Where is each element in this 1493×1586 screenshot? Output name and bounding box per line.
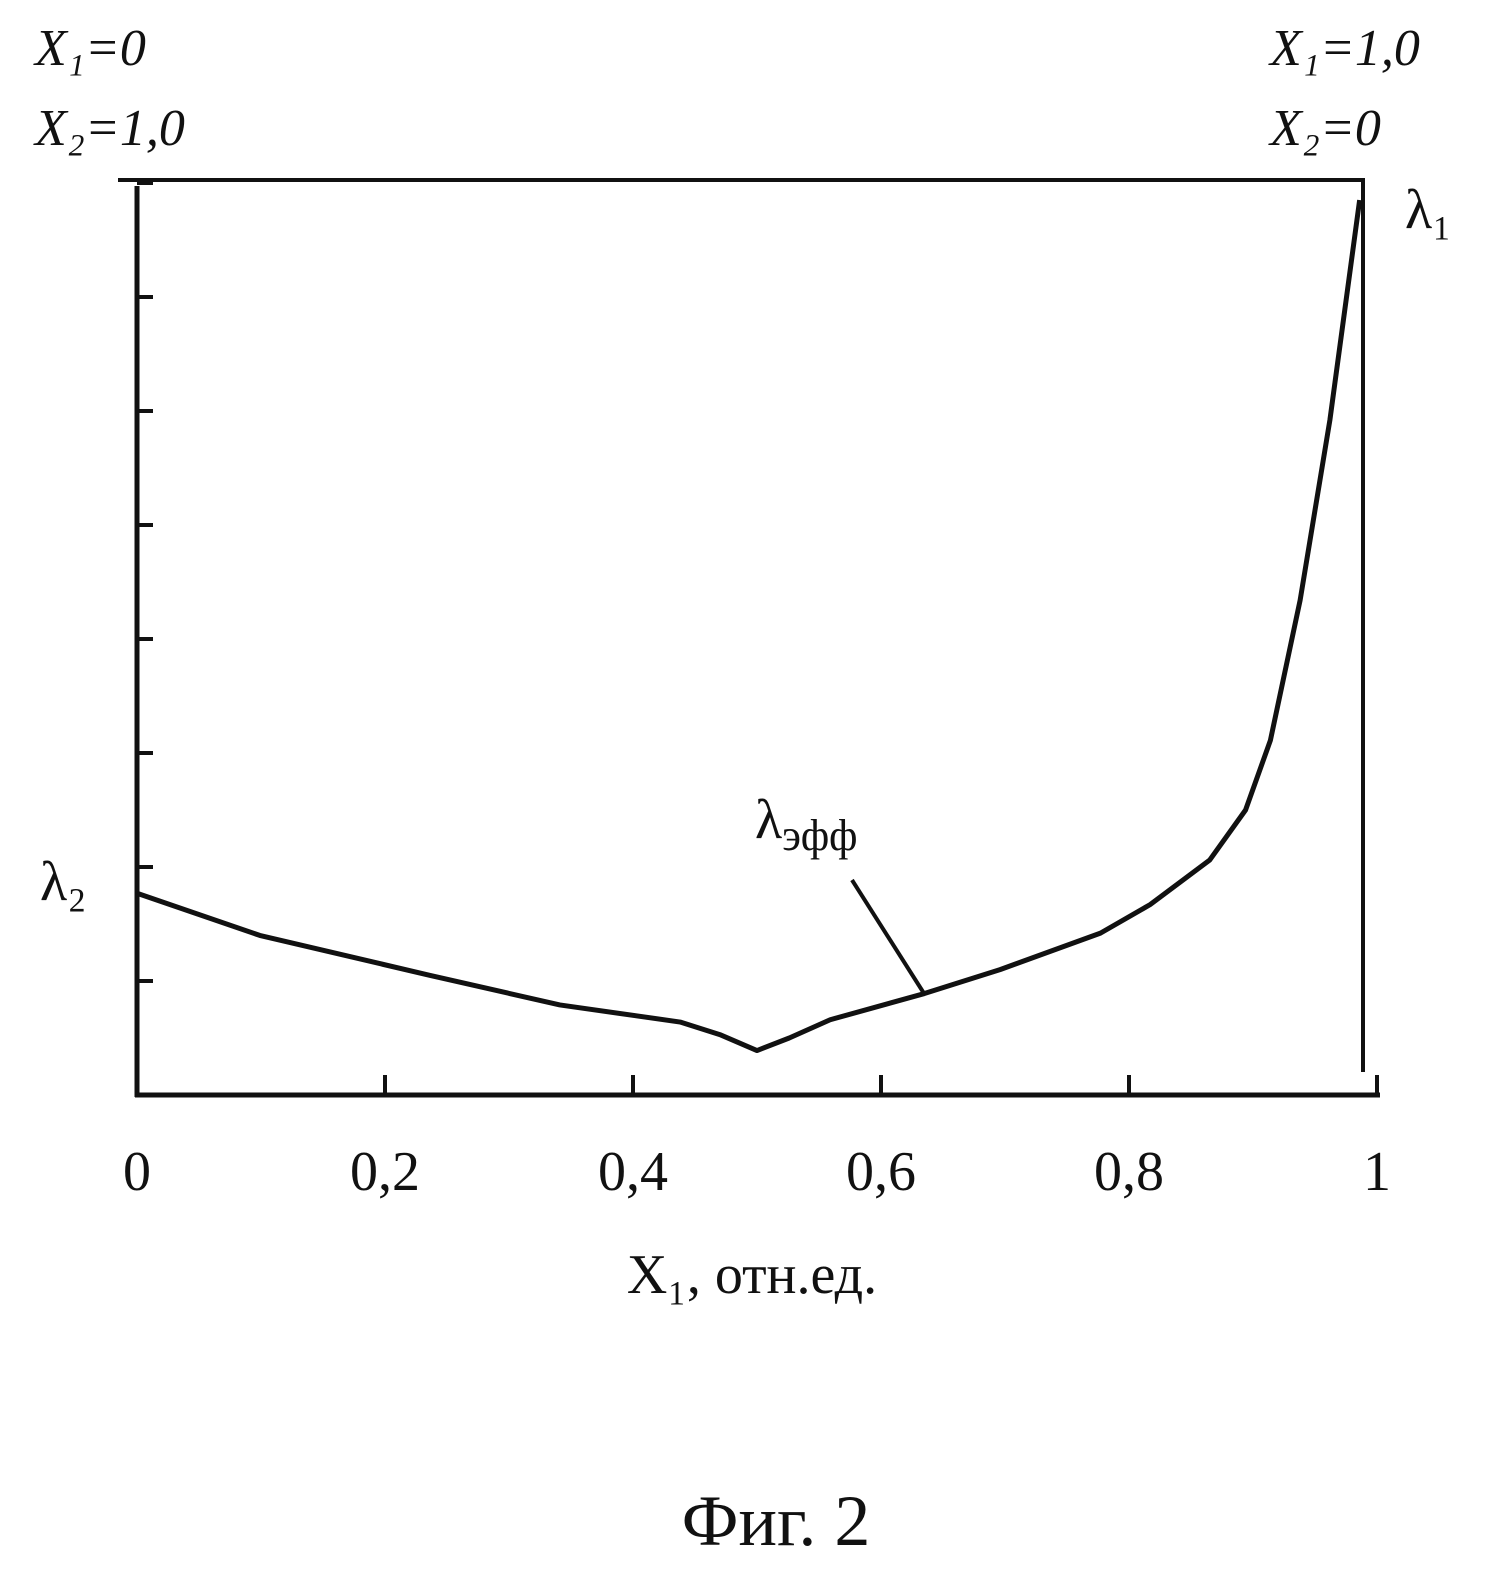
x-tick-label: 0,8 [1094,1141,1164,1203]
start-label: λ₂ [40,851,87,913]
caption: Фиг. 2 [682,1481,871,1561]
corner-label: X₁=1,0 [1268,20,1420,77]
x-tick-label: 0,6 [846,1141,916,1203]
end-label: λ₁ [1405,179,1452,241]
annotation: λэфф [755,789,858,860]
corner-label: X₁=0 [33,20,146,77]
annotation-leader [850,878,927,997]
x-tick-label: 0 [123,1141,151,1203]
x-tick-label: 1 [1363,1141,1391,1203]
x-axis-label: X₁, отн.ед. [627,1244,877,1306]
corner-label: X₂=1,0 [33,100,185,157]
corner-label: X₂=0 [1268,100,1381,157]
x-tick-label: 0,2 [350,1141,420,1203]
data-line [136,199,1363,1054]
annotation-subscript: эфф [782,811,857,860]
x-tick-label: 0,4 [598,1141,668,1203]
annotation-symbol: λ [755,789,782,851]
